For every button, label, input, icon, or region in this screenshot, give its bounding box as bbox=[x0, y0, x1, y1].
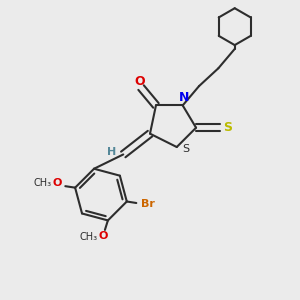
Text: CH₃: CH₃ bbox=[80, 232, 98, 242]
Text: S: S bbox=[223, 121, 232, 134]
Text: H: H bbox=[107, 147, 117, 157]
Text: S: S bbox=[183, 143, 190, 154]
Text: O: O bbox=[134, 74, 145, 88]
Text: O: O bbox=[99, 231, 108, 241]
Text: N: N bbox=[179, 92, 189, 104]
Text: O: O bbox=[52, 178, 62, 188]
Text: CH₃: CH₃ bbox=[33, 178, 52, 188]
Text: Br: Br bbox=[141, 200, 154, 209]
